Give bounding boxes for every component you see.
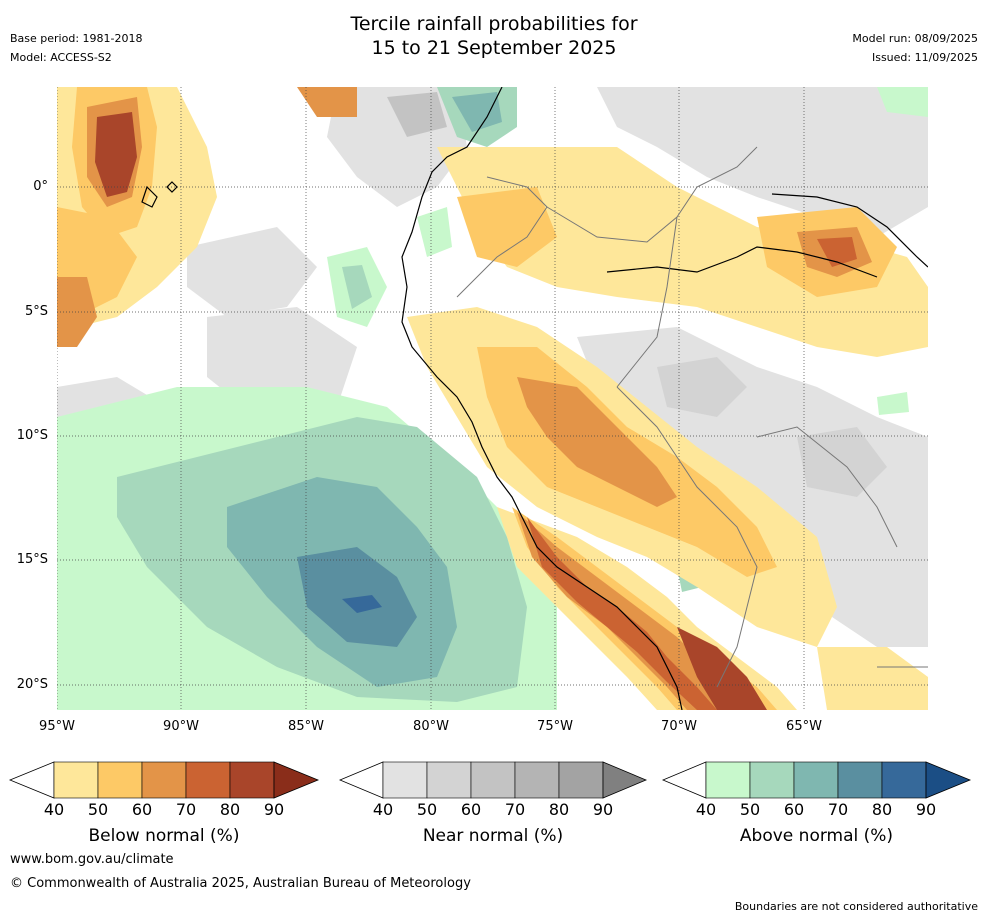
graticule	[57, 87, 928, 710]
colorbar-below	[8, 761, 320, 799]
issued-text: Issued: 11/09/2025	[871, 51, 978, 64]
below-tick-70: 70	[175, 800, 197, 819]
base-period-text: Base period: 1981-2018	[10, 32, 143, 45]
below-tick-60: 60	[131, 800, 153, 819]
title-line-2: 15 to 21 September 2025	[371, 37, 617, 59]
lat-label-15s: 15°S	[16, 552, 48, 567]
below-tick-40: 40	[43, 800, 65, 819]
model-run-text: Model run: 08/09/2025	[852, 32, 978, 45]
disclaimer-text: Boundaries are not considered authoritat…	[734, 900, 978, 913]
above-tick-40: 40	[695, 800, 717, 819]
below-normal-regions	[57, 87, 928, 710]
above-tick-60: 60	[783, 800, 805, 819]
near-normal-label: Near normal (%)	[422, 826, 564, 846]
map-title: Tercile rainfall probabilities for 15 to…	[0, 12, 988, 60]
copyright-text: © Commonwealth of Australia 2025, Austra…	[10, 876, 471, 891]
above-tick-70: 70	[827, 800, 849, 819]
above-tick-90: 90	[915, 800, 937, 819]
lat-label-10s: 10°S	[16, 428, 48, 443]
probability-map	[57, 87, 928, 710]
above-normal-regions	[57, 87, 928, 710]
below-tick-50: 50	[87, 800, 109, 819]
above-tick-80: 80	[871, 800, 893, 819]
lon-label-95w: 95°W	[39, 719, 75, 734]
lon-label-90w: 90°W	[163, 719, 199, 734]
lat-label-0: 0°	[33, 179, 48, 194]
lon-label-65w: 65°W	[786, 719, 822, 734]
country-borders	[456, 146, 928, 688]
colorbar-near	[338, 761, 648, 799]
coastline	[141, 87, 928, 710]
near-tick-90: 90	[592, 800, 614, 819]
meta-left: Base period: 1981-2018 Model: ACCESS-S2	[10, 32, 142, 65]
above-normal-label: Above normal (%)	[739, 826, 894, 846]
lon-label-85w: 85°W	[288, 719, 324, 734]
website-text: www.bom.gov.au/climate	[10, 852, 174, 867]
model-text: Model: ACCESS-S2	[10, 51, 112, 64]
colorbar-above	[661, 761, 972, 799]
lon-label-80w: 80°W	[413, 719, 449, 734]
above-tick-50: 50	[739, 800, 761, 819]
near-tick-70: 70	[504, 800, 526, 819]
colorbars	[8, 761, 972, 799]
lat-label-5s: 5°S	[24, 304, 48, 319]
below-tick-90: 90	[263, 800, 285, 819]
title-line-1: Tercile rainfall probabilities for	[350, 13, 638, 35]
meta-right: Model run: 08/09/2025 Issued: 11/09/2025	[852, 32, 978, 65]
lon-label-75w: 75°W	[537, 719, 573, 734]
map-svg	[57, 87, 928, 710]
near-tick-80: 80	[548, 800, 570, 819]
lat-label-20s: 20°S	[16, 677, 48, 692]
lon-label-70w: 70°W	[661, 719, 697, 734]
near-tick-50: 50	[416, 800, 438, 819]
below-normal-label: Below normal (%)	[88, 826, 240, 846]
below-tick-80: 80	[219, 800, 241, 819]
near-tick-60: 60	[460, 800, 482, 819]
near-tick-40: 40	[372, 800, 394, 819]
